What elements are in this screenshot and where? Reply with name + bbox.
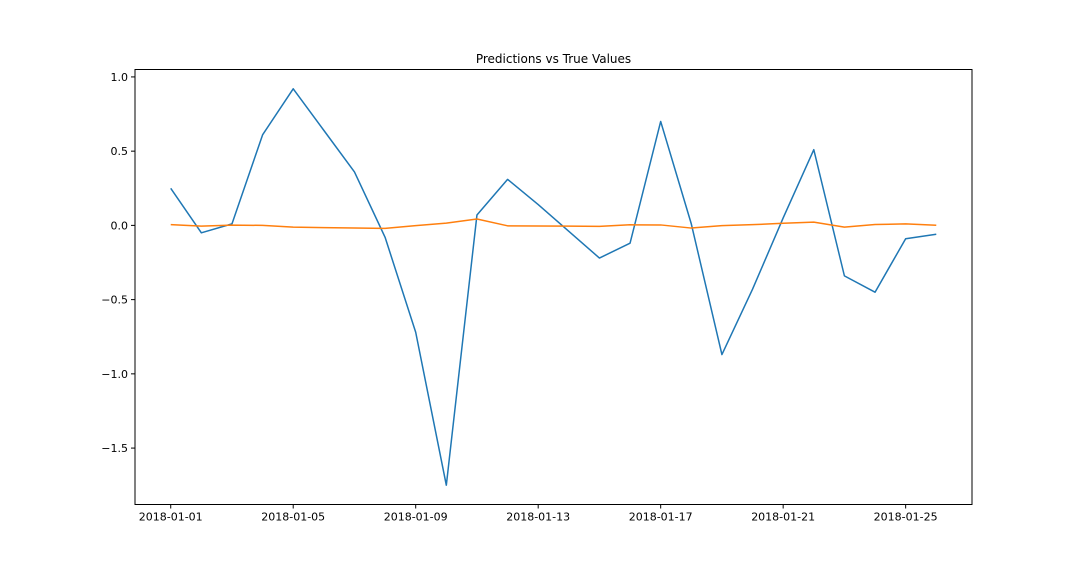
x-tick-label: 2018-01-13 (506, 511, 570, 524)
y-tick-label: −0.5 (101, 294, 128, 307)
x-tick-label: 2018-01-17 (629, 511, 693, 524)
x-tick-label: 2018-01-09 (384, 511, 448, 524)
plot-frame (134, 69, 973, 505)
y-tick-label: 1.0 (111, 71, 129, 84)
y-tick-label: 0.0 (111, 219, 129, 232)
x-tick-label: 2018-01-21 (751, 511, 815, 524)
y-tick-label: −1.0 (101, 368, 128, 381)
y-tick-label: −1.5 (101, 442, 128, 455)
series-line-2 (170, 218, 937, 230)
x-tick-label: 2018-01-05 (261, 511, 325, 524)
x-axis: 2018-01-01 2018-01-05 2018-01-09 2018-01-13… (139, 504, 938, 524)
x-tick-label: 2018-01-01 (139, 511, 203, 524)
series-lines (170, 88, 937, 486)
y-axis: 1.0 0.5 0.0 −0.5 −1.0 −1.5 (101, 71, 135, 455)
y-tick-label: 0.5 (111, 145, 129, 158)
chart-title: Predictions vs True Values (476, 52, 631, 66)
x-tick-label: 2018-01-25 (874, 511, 938, 524)
series-line-1 (170, 88, 937, 486)
